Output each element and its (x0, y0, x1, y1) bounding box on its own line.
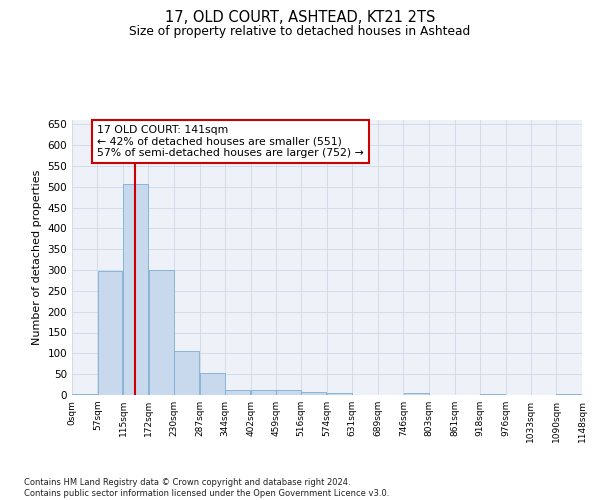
Bar (404, 393, 428, 395)
Bar (200, 373, 224, 395)
Bar (301, 392, 326, 395)
Bar (556, 394, 581, 395)
Text: 17 OLD COURT: 141sqm
← 42% of detached houses are smaller (551)
57% of semi-deta: 17 OLD COURT: 141sqm ← 42% of detached h… (97, 125, 364, 158)
Bar (276, 390, 301, 395)
Bar (225, 390, 250, 395)
Bar (123, 184, 148, 395)
Bar (97, 271, 122, 395)
Text: 17, OLD COURT, ASHTEAD, KT21 2TS: 17, OLD COURT, ASHTEAD, KT21 2TS (165, 10, 435, 25)
Y-axis label: Number of detached properties: Number of detached properties (32, 170, 42, 345)
Bar (480, 394, 505, 395)
Bar (327, 393, 352, 395)
Bar (251, 390, 276, 395)
Text: Size of property relative to detached houses in Ashtead: Size of property relative to detached ho… (130, 25, 470, 38)
Text: Contains HM Land Registry data © Crown copyright and database right 2024.
Contai: Contains HM Land Registry data © Crown c… (24, 478, 389, 498)
Bar (149, 270, 173, 395)
Bar (72, 394, 97, 395)
Bar (175, 351, 199, 395)
